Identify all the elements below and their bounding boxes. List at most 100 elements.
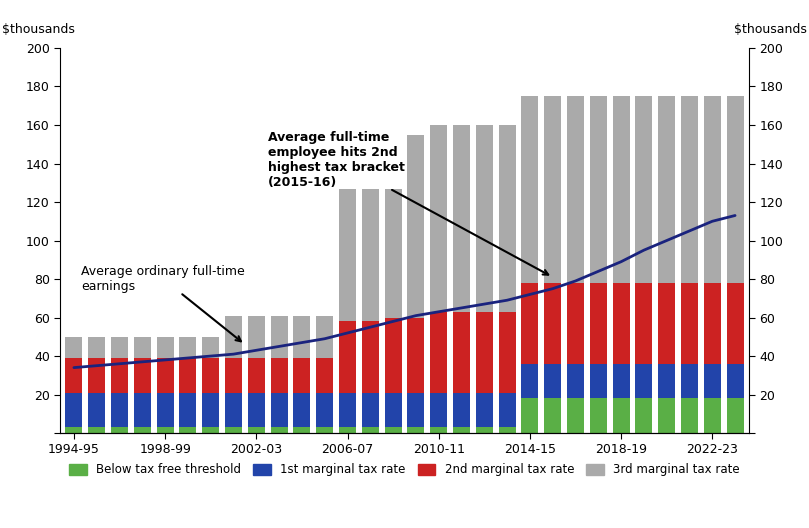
Bar [248, 427, 265, 433]
Bar [133, 427, 150, 433]
Bar [316, 358, 333, 393]
Bar [294, 358, 311, 393]
Bar [294, 427, 311, 433]
Bar [316, 427, 333, 433]
Bar [704, 364, 721, 399]
Text: Average ordinary full-time
earnings: Average ordinary full-time earnings [81, 265, 244, 341]
Bar [612, 364, 629, 399]
Bar [270, 358, 288, 393]
Bar [316, 393, 333, 427]
Text: $thousands: $thousands [735, 23, 807, 36]
Bar [408, 317, 425, 393]
Bar [659, 283, 676, 364]
Bar [133, 337, 150, 358]
Bar [612, 399, 629, 433]
Bar [88, 393, 105, 427]
Bar [521, 364, 539, 399]
Bar [567, 283, 584, 364]
Bar [225, 316, 242, 358]
Bar [202, 427, 219, 433]
Legend: Below tax free threshold, 1st marginal tax rate, 2nd marginal tax rate, 3rd marg: Below tax free threshold, 1st marginal t… [65, 459, 744, 481]
Bar [659, 399, 676, 433]
Bar [88, 358, 105, 393]
Bar [590, 399, 607, 433]
Bar [66, 358, 83, 393]
Bar [339, 144, 356, 322]
Bar [133, 393, 150, 427]
Bar [270, 316, 288, 358]
Bar [66, 427, 83, 433]
Bar [362, 393, 379, 427]
Bar [248, 393, 265, 427]
Bar [362, 144, 379, 322]
Bar [157, 393, 174, 427]
Bar [157, 337, 174, 358]
Bar [567, 364, 584, 399]
Bar [111, 358, 128, 393]
Bar [590, 96, 607, 283]
Bar [88, 427, 105, 433]
Bar [635, 399, 652, 433]
Bar [339, 393, 356, 427]
Bar [408, 135, 425, 317]
Bar [362, 427, 379, 433]
Bar [567, 96, 584, 283]
Bar [339, 322, 356, 393]
Bar [476, 125, 493, 312]
Bar [681, 96, 698, 283]
Bar [567, 399, 584, 433]
Bar [726, 364, 743, 399]
Bar [704, 96, 721, 283]
Bar [590, 364, 607, 399]
Bar [408, 393, 425, 427]
Bar [248, 358, 265, 393]
Bar [180, 393, 197, 427]
Bar [430, 393, 447, 427]
Bar [544, 364, 561, 399]
Bar [635, 364, 652, 399]
Bar [202, 337, 219, 358]
Bar [726, 399, 743, 433]
Bar [248, 316, 265, 358]
Bar [316, 316, 333, 358]
Bar [498, 427, 515, 433]
Bar [294, 316, 311, 358]
Bar [430, 312, 447, 393]
Bar [384, 317, 401, 393]
Bar [270, 427, 288, 433]
Bar [521, 283, 539, 364]
Bar [384, 427, 401, 433]
Bar [590, 283, 607, 364]
Bar [225, 358, 242, 393]
Bar [521, 96, 539, 283]
Bar [225, 393, 242, 427]
Bar [681, 283, 698, 364]
Bar [362, 322, 379, 393]
Bar [453, 393, 470, 427]
Bar [476, 312, 493, 393]
Bar [612, 96, 629, 283]
Bar [157, 358, 174, 393]
Bar [498, 312, 515, 393]
Bar [726, 283, 743, 364]
Bar [180, 358, 197, 393]
Bar [704, 283, 721, 364]
Bar [88, 337, 105, 358]
Text: Average full-time
employee hits 2nd
highest tax bracket
(2015-16): Average full-time employee hits 2nd high… [268, 130, 549, 275]
Bar [726, 96, 743, 283]
Bar [476, 393, 493, 427]
Bar [544, 283, 561, 364]
Bar [659, 96, 676, 283]
Bar [704, 399, 721, 433]
Bar [66, 337, 83, 358]
Bar [498, 393, 515, 427]
Bar [544, 96, 561, 283]
Bar [180, 427, 197, 433]
Bar [202, 393, 219, 427]
Bar [635, 283, 652, 364]
Bar [453, 312, 470, 393]
Bar [111, 393, 128, 427]
Bar [157, 427, 174, 433]
Bar [202, 358, 219, 393]
Bar [635, 96, 652, 283]
